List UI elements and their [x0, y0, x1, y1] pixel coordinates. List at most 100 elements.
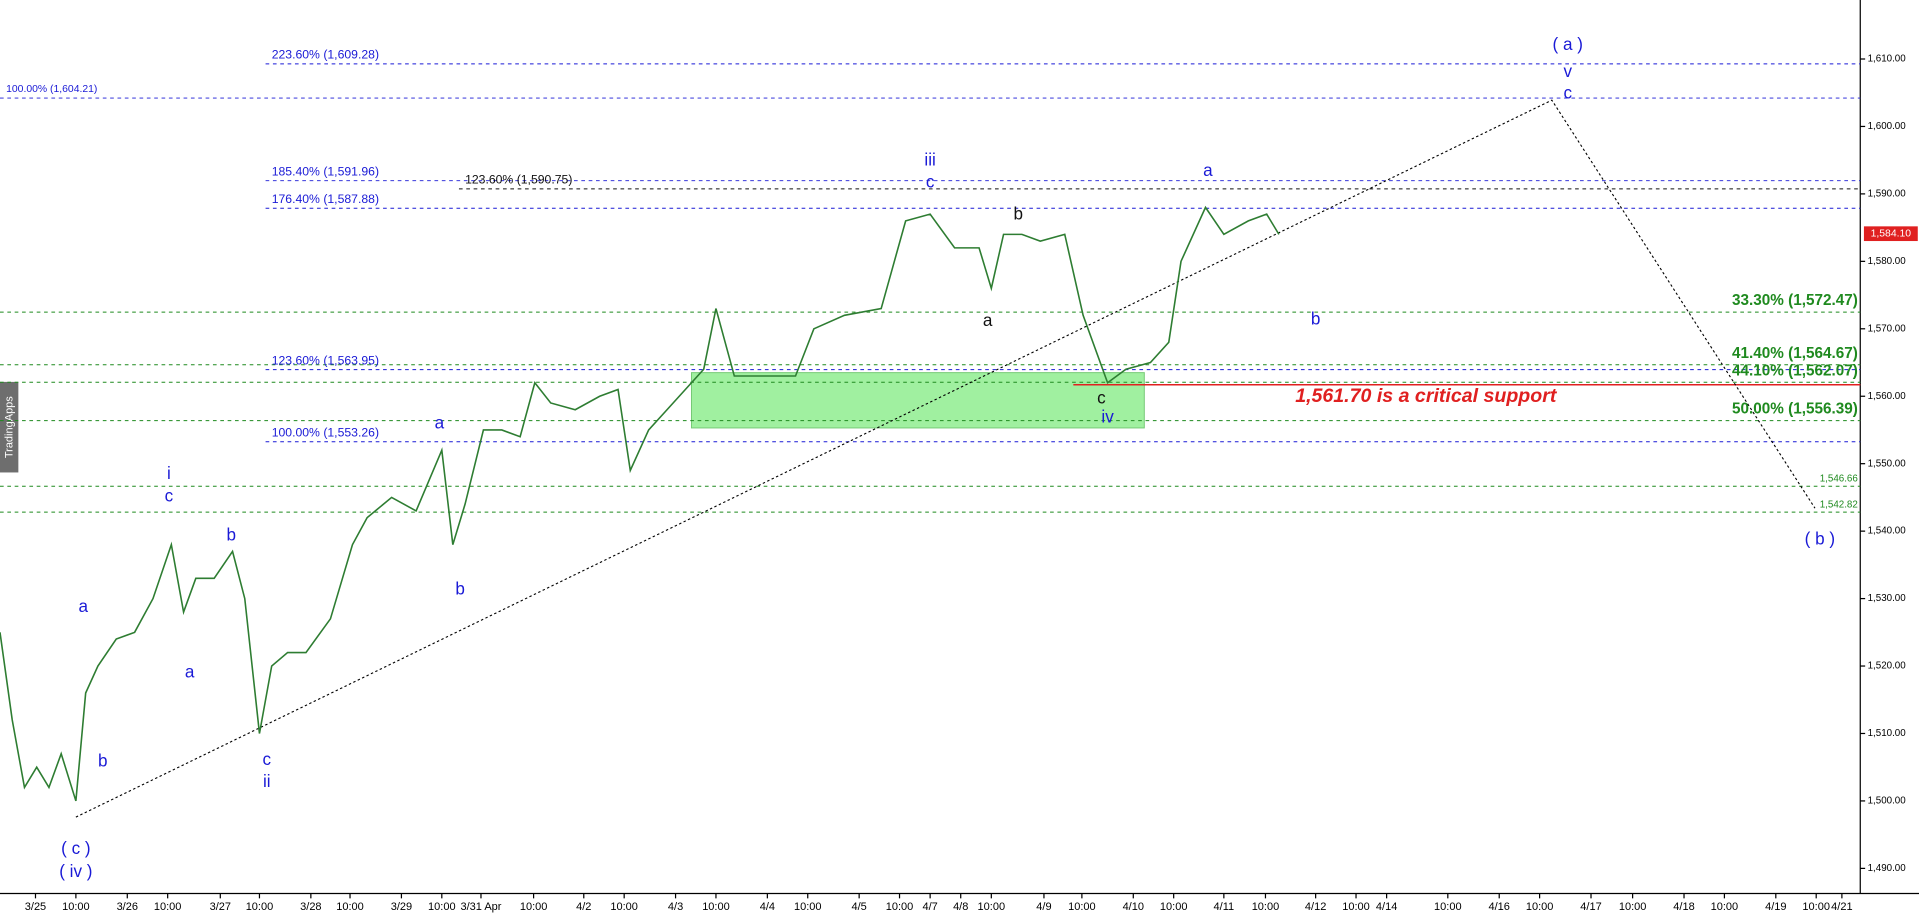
wave-label: ( iv )	[59, 861, 92, 881]
x-tick-label: 10:00	[886, 901, 914, 913]
fib-label: 123.60% (1,590.75)	[465, 173, 572, 187]
wave-label: a	[78, 596, 88, 616]
wave-label: c	[1097, 387, 1106, 407]
fib-label: 50.00% (1,556.39)	[1732, 401, 1858, 418]
x-tick-label: 10:00	[1068, 901, 1096, 913]
wave-label: i	[167, 463, 171, 483]
x-tick-label: 4/7	[922, 901, 937, 913]
y-tick-label: 1,590.00	[1868, 188, 1907, 199]
x-tick-label: 10:00	[978, 901, 1006, 913]
wave-label: iii	[924, 149, 935, 169]
x-tick-label: 4/12	[1305, 901, 1326, 913]
price-line	[0, 205, 1280, 802]
wave-label: b	[227, 524, 237, 544]
fib-label: 185.40% (1,591.96)	[272, 164, 379, 178]
wave-label: a	[983, 310, 993, 330]
x-tick-label: 10:00	[702, 901, 730, 913]
x-tick-label: 4/14	[1376, 901, 1397, 913]
y-tick-label: 1,490.00	[1868, 863, 1907, 874]
x-tick-label: 10:00	[610, 901, 638, 913]
x-tick-label: 10:00	[1619, 901, 1647, 913]
x-tick-label: 4/21	[1831, 901, 1852, 913]
fib-label: 223.60% (1,609.28)	[272, 48, 379, 62]
x-tick-label: 4/19	[1765, 901, 1786, 913]
x-tick-label: 10:00	[246, 901, 274, 913]
y-tick-label: 1,540.00	[1868, 526, 1907, 537]
x-tick-label: 4/5	[851, 901, 866, 913]
x-tick-label: 10:00	[1160, 901, 1188, 913]
wave-label: ( b )	[1805, 528, 1835, 548]
wave-label: c	[165, 485, 174, 505]
fib-label: 33.30% (1,572.47)	[1732, 292, 1858, 309]
x-tick-label: 4/16	[1489, 901, 1510, 913]
x-tick-label: 10:00	[1802, 901, 1830, 913]
wave-label: ( a )	[1553, 34, 1583, 54]
y-tick-label: 1,530.00	[1868, 593, 1907, 604]
wave-label: c	[1563, 83, 1572, 103]
x-tick-label: 4/4	[760, 901, 775, 913]
wave-label: b	[98, 750, 108, 770]
y-tick-label: 1,550.00	[1868, 458, 1907, 469]
x-tick-label: 4/2	[576, 901, 591, 913]
wave-label: iv	[1101, 406, 1114, 426]
y-tick-label: 1,610.00	[1868, 54, 1907, 65]
y-tick-label: 1,560.00	[1868, 391, 1907, 402]
fib-label: 100.00% (1,553.26)	[272, 425, 379, 439]
x-tick-label: 10:00	[154, 901, 182, 913]
x-tick-label: 10:00	[794, 901, 822, 913]
wave-label: b	[455, 578, 465, 598]
x-tick-label: 4/10	[1123, 901, 1144, 913]
y-tick-label: 1,600.00	[1868, 121, 1907, 132]
x-tick-label: 4/3	[668, 901, 683, 913]
fib-label: 41.40% (1,564.67)	[1732, 345, 1858, 362]
x-tick-label: 4/18	[1673, 901, 1694, 913]
x-tick-label: 10:00	[1252, 901, 1280, 913]
wave-label: v	[1563, 61, 1572, 81]
fib-label: 123.60% (1,563.95)	[272, 353, 379, 367]
x-tick-label: 10:00	[336, 901, 364, 913]
x-tick-label: 3/27	[210, 901, 231, 913]
y-tick-label: 1,570.00	[1868, 323, 1907, 334]
y-tick-label: 1,520.00	[1868, 661, 1907, 672]
x-tick-label: 3/25	[25, 901, 46, 913]
fib-label: 1,546.66	[1820, 473, 1859, 484]
watermark-box	[0, 381, 19, 473]
wave-label: b	[1311, 309, 1321, 329]
last-price-tag	[1863, 226, 1918, 242]
watermark: TradingApps	[4, 396, 16, 458]
projection-line	[75, 99, 1816, 818]
wave-label: c	[263, 749, 272, 769]
fib-label: 100.00% (1,604.21)	[6, 84, 97, 95]
wave-label: ii	[263, 771, 271, 791]
fib-label: 176.40% (1,587.88)	[272, 192, 379, 206]
support-zone	[690, 372, 1145, 429]
y-tick-label: 1,580.00	[1868, 256, 1907, 267]
x-tick-label: 3/29	[391, 901, 412, 913]
wave-label: a	[1203, 160, 1213, 180]
x-tick-label: 4/11	[1214, 901, 1235, 913]
x-tick-label: 10:00	[1342, 901, 1370, 913]
x-tick-label: 3/28	[300, 901, 321, 913]
y-tick-label: 1,500.00	[1868, 796, 1907, 807]
x-tick-label: 4/9	[1036, 901, 1051, 913]
y-tick-label: 1,510.00	[1868, 728, 1907, 739]
wave-label: a	[435, 412, 445, 432]
last-price-label: 1,584.10	[1871, 228, 1912, 239]
x-tick-label: 10:00	[1434, 901, 1462, 913]
fib-label: 44.10% (1,562.07)	[1732, 362, 1858, 379]
wave-label: b	[1013, 203, 1023, 223]
wave-label: c	[926, 172, 935, 192]
wave-label: a	[185, 661, 195, 681]
x-tick-label: 10:00	[1526, 901, 1554, 913]
x-tick-label: 10:00	[520, 901, 548, 913]
x-tick-label: 4/17	[1580, 901, 1601, 913]
x-tick-label: 3/31 Apr	[460, 901, 501, 913]
x-tick-label: 10:00	[428, 901, 456, 913]
fib-label: 1,542.82	[1820, 499, 1858, 510]
x-tick-label: 3/26	[117, 901, 138, 913]
x-tick-label: 10:00	[62, 901, 90, 913]
x-tick-label: 10:00	[1711, 901, 1739, 913]
